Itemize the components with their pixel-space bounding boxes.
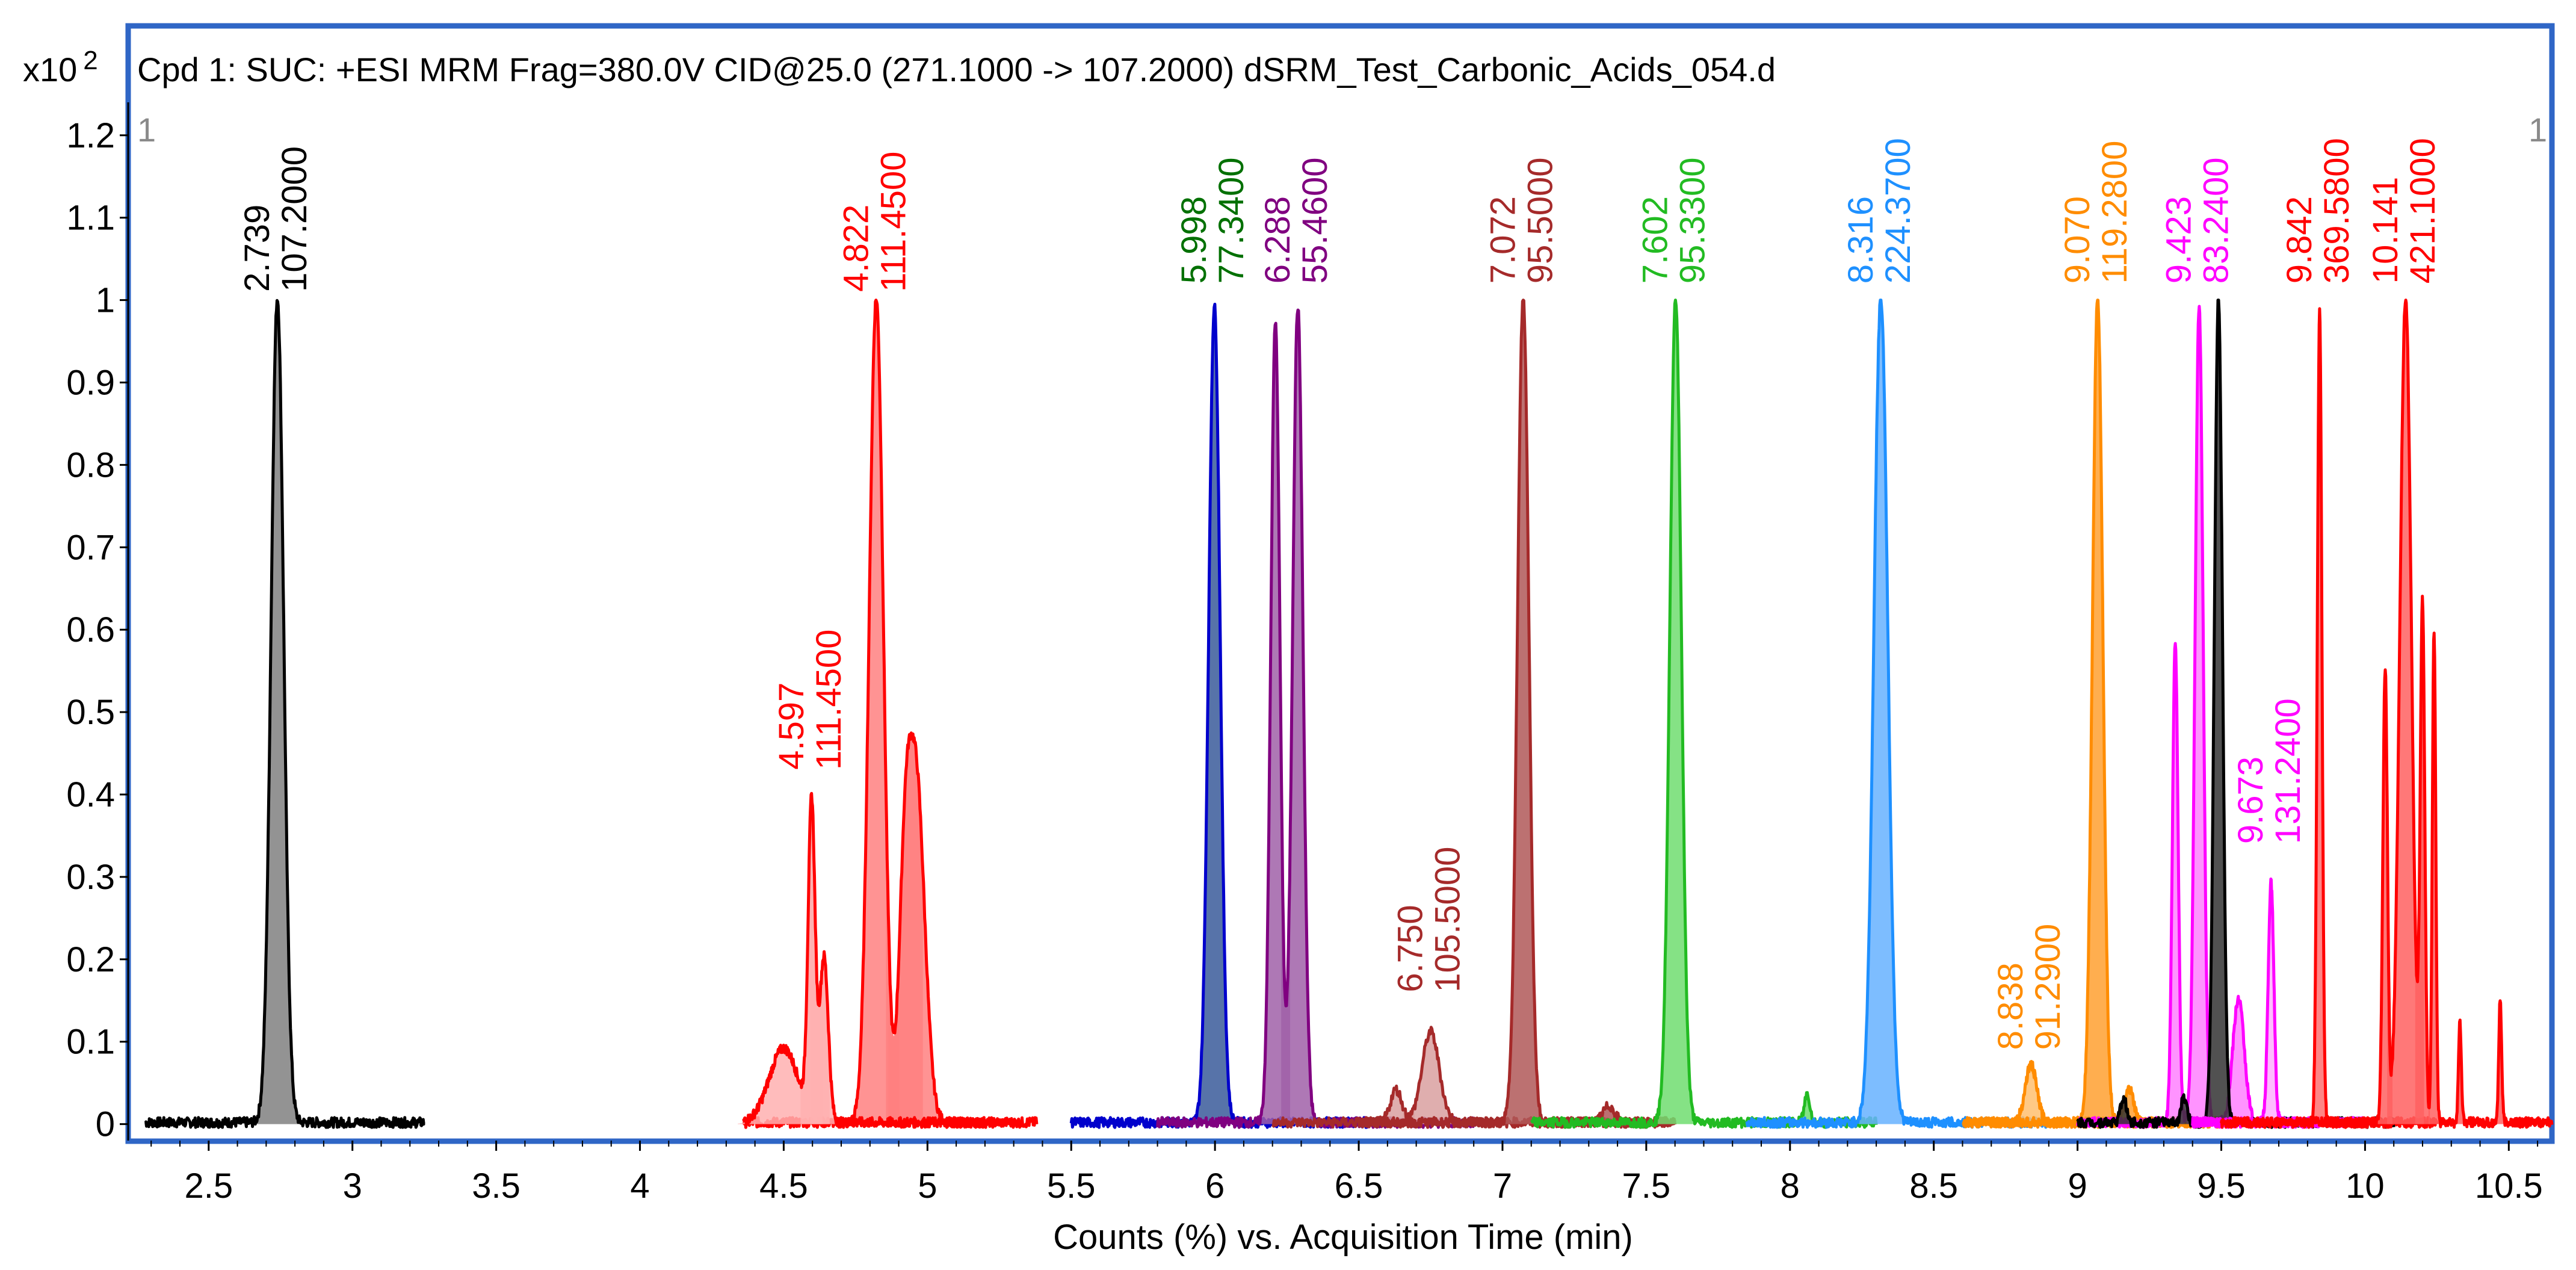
series-line bbox=[144, 299, 425, 1129]
chart-title: Cpd 1: SUC: +ESI MRM Frag=380.0V CID@25.… bbox=[137, 51, 1776, 88]
axes: 0 0.1 0.2 0.3 0.4 0.5 0.6 0.7 0.8 0.9 1 1.1 1.2 2.5 3 3… bbox=[66, 102, 2543, 1206]
peak-label-mz: 107.2000 bbox=[275, 146, 314, 292]
peak-label-rt: 4.822 bbox=[836, 205, 876, 292]
y-tick-label: 0.2 bbox=[66, 940, 115, 979]
peak-label-rt: 9.673 bbox=[2231, 757, 2270, 844]
peak-label-rt: 7.602 bbox=[1636, 196, 1675, 283]
x-tick-label: 8.5 bbox=[1909, 1166, 1958, 1206]
peak-label-mz: 95.3300 bbox=[1673, 158, 1713, 284]
peak-label-rt: 9.423 bbox=[2160, 196, 2199, 283]
y-tick-label: 0.8 bbox=[66, 445, 115, 485]
x-tick-label: 5 bbox=[918, 1166, 937, 1206]
peak-label-rt: 10.141 bbox=[2366, 177, 2405, 283]
x-tick-label: 7.5 bbox=[1622, 1166, 1671, 1206]
chart-frame bbox=[125, 23, 2555, 1144]
y-tick-label: 0.5 bbox=[66, 693, 115, 732]
x-tick-label: 6 bbox=[1205, 1166, 1225, 1206]
peak-label-mz: 105.5000 bbox=[1429, 847, 1468, 993]
y-tick-label: 0 bbox=[96, 1105, 115, 1144]
x-tick-label: 4 bbox=[630, 1166, 649, 1206]
peak-label-mz: 111.4500 bbox=[874, 152, 913, 292]
x-tick-label: 8 bbox=[1781, 1166, 1800, 1206]
x-tick-label: 6.5 bbox=[1335, 1166, 1383, 1206]
x-tick-label: 10 bbox=[2346, 1166, 2385, 1206]
series-111-4500-main bbox=[742, 299, 1039, 1129]
peak-label-rt: 2.739 bbox=[238, 205, 277, 292]
peak-label-mz: 224.3700 bbox=[1879, 138, 1918, 283]
corner-label-left: 1 bbox=[137, 111, 156, 149]
peak-label-rt: 8.838 bbox=[1991, 962, 2030, 1050]
peak-fill bbox=[738, 798, 830, 1124]
x-tick-label: 9.5 bbox=[2197, 1166, 2246, 1206]
x-axis-title: Counts (%) vs. Acquisition Time (min) bbox=[1053, 1218, 1633, 1257]
y-tick-label: 0.6 bbox=[66, 610, 115, 649]
y-tick-label: 0.1 bbox=[66, 1023, 115, 1062]
series-line bbox=[742, 791, 987, 1129]
y-tick-label: 1.2 bbox=[66, 116, 115, 155]
x-tick-label: 3.5 bbox=[472, 1166, 520, 1206]
peak-label-mz: 95.5000 bbox=[1521, 158, 1560, 284]
peak-label-mz: 55.4600 bbox=[1296, 158, 1335, 284]
series-line bbox=[1989, 299, 2223, 1129]
y-tick-label: 0.7 bbox=[66, 528, 115, 567]
peak-label-mz: 77.3400 bbox=[1212, 158, 1251, 284]
peak-label-rt: 6.750 bbox=[1391, 905, 1430, 992]
peak-label-rt: 6.288 bbox=[1258, 196, 1297, 283]
corner-label-right: 1 bbox=[2528, 111, 2547, 149]
x-tick-label: 9 bbox=[2068, 1166, 2087, 1206]
peak-label-mz: 369.5800 bbox=[2317, 138, 2356, 283]
x-tick-label: 5.5 bbox=[1047, 1166, 1096, 1206]
series-111-4500-minor bbox=[738, 791, 987, 1129]
y-tick-label: 1 bbox=[96, 281, 115, 320]
y-tick-label: 0.3 bbox=[66, 858, 115, 897]
peak-label-rt: 9.842 bbox=[2280, 196, 2319, 283]
y-tick-label: 1.1 bbox=[66, 199, 115, 238]
peak-fill bbox=[886, 736, 923, 1124]
peak-label-mz: 421.1000 bbox=[2403, 138, 2442, 283]
x-tick-label: 4.5 bbox=[759, 1166, 808, 1206]
x-tick-label: 10.5 bbox=[2475, 1166, 2543, 1206]
plot-area bbox=[144, 299, 2554, 1129]
peak-label-mz: 111.4500 bbox=[809, 630, 848, 770]
series-107-2000 bbox=[144, 299, 425, 1129]
peak-label-mz: 83.2400 bbox=[2197, 158, 2236, 284]
peak-label-rt: 4.597 bbox=[772, 683, 811, 770]
peak-label-mz: 91.2900 bbox=[2028, 924, 2068, 1050]
peak-label-mz: 131.2400 bbox=[2269, 698, 2308, 844]
peak-label-mz: 119.2800 bbox=[2095, 141, 2134, 284]
y-scale-label: x10 2 bbox=[23, 46, 98, 88]
y-tick-label: 0.9 bbox=[66, 363, 115, 402]
peak-label-rt: 9.070 bbox=[2058, 196, 2097, 283]
x-tick-label: 3 bbox=[343, 1166, 362, 1206]
peak-label-rt: 8.316 bbox=[1841, 196, 1880, 283]
x-tick-label: 2.5 bbox=[184, 1166, 233, 1206]
x-tick-label: 7 bbox=[1493, 1166, 1512, 1206]
series-line bbox=[2306, 299, 2554, 1129]
peak-label-rt: 7.072 bbox=[1483, 196, 1522, 283]
series-421-1000 bbox=[2306, 299, 2554, 1129]
peak-label-rt: 5.998 bbox=[1175, 196, 1214, 283]
y-tick-label: 0.4 bbox=[66, 775, 115, 814]
